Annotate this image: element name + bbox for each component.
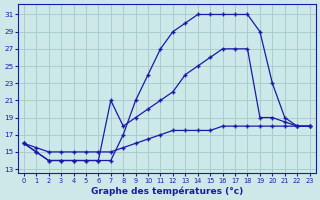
- X-axis label: Graphe des températures (°c): Graphe des températures (°c): [91, 186, 243, 196]
